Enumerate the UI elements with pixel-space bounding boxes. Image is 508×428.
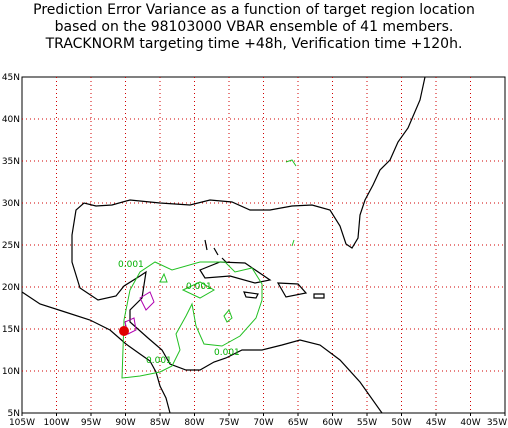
title-line: Prediction Error Variance as a function … xyxy=(33,2,475,18)
jamaica xyxy=(243,291,259,299)
contour-line xyxy=(121,261,263,379)
hispaniola xyxy=(276,282,308,298)
north-america-coast xyxy=(71,76,426,414)
contour-line xyxy=(285,159,297,167)
lon-tick-label: 65W xyxy=(288,418,308,428)
title-line: based on the 98103000 VBAR ensemble of 4… xyxy=(55,19,454,35)
contour-line xyxy=(159,272,168,283)
lon-tick-label: 105W xyxy=(9,418,35,428)
pacific-coast xyxy=(21,291,171,414)
bahamas xyxy=(204,239,227,263)
contour-line xyxy=(291,239,295,247)
lat-tick-label: 25N xyxy=(2,241,20,251)
lat-tick-label: 45N xyxy=(2,73,20,83)
lon-tick-label: 35W xyxy=(487,418,507,428)
lat-tick-label: 40N xyxy=(2,115,20,125)
lon-tick-label: 75W xyxy=(219,418,239,428)
contour-label: 0.001 xyxy=(214,348,240,358)
lon-tick-label: 40W xyxy=(460,418,480,428)
contour-label: 0.001 xyxy=(146,356,172,366)
coastlines xyxy=(21,76,426,414)
puerto-rico xyxy=(313,293,325,299)
lon-tick-label: 100W xyxy=(43,418,69,428)
contour-line xyxy=(223,309,233,323)
contour-line xyxy=(181,281,216,299)
lon-tick-label: 55W xyxy=(357,418,377,428)
lon-tick-label: 95W xyxy=(81,418,101,428)
lat-tick-label: 20N xyxy=(2,283,20,293)
contour-label: 0.001 xyxy=(118,260,144,270)
contour-label: 0.001 xyxy=(186,282,212,292)
lat-tick-label: 15N xyxy=(2,325,20,335)
variance-contours xyxy=(119,159,297,379)
lon-tick-label: 50W xyxy=(391,418,411,428)
contour-line-high xyxy=(139,291,155,311)
lon-tick-label: 45W xyxy=(426,418,446,428)
lat-tick-label: 10N xyxy=(2,367,20,377)
lat-tick-label: 35N xyxy=(2,157,20,167)
lon-tick-label: 60W xyxy=(322,418,342,428)
lon-tick-label: 85W xyxy=(150,418,170,428)
lat-tick-label: 5N xyxy=(8,409,20,419)
lat-tick-label: 30N xyxy=(2,199,20,209)
lon-tick-label: 90W xyxy=(115,418,135,428)
title-line: TRACKNORM targeting time +48h, Verificat… xyxy=(45,36,463,52)
lon-tick-label: 80W xyxy=(184,418,204,428)
max-variance-blob xyxy=(119,326,129,336)
lon-tick-label: 70W xyxy=(253,418,273,428)
